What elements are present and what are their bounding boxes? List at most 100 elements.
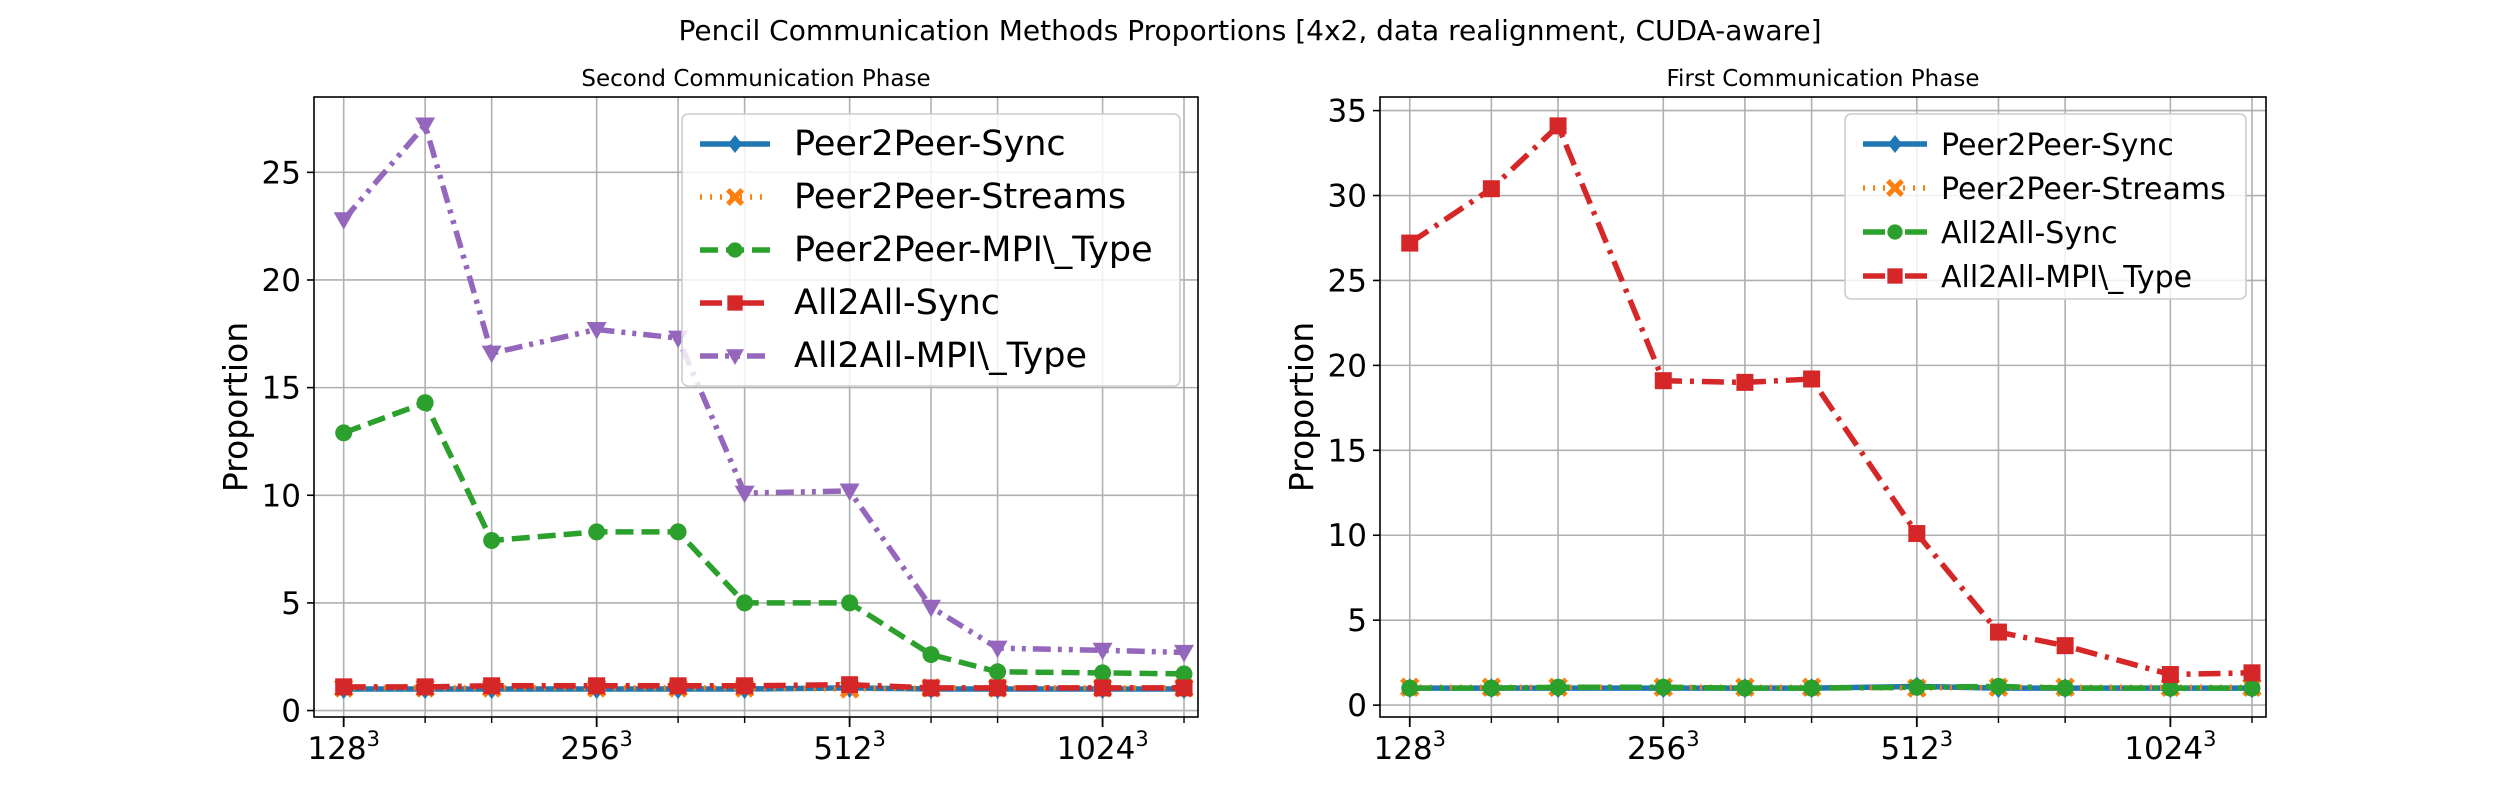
series-all2all-mpi-type-point [1803,370,1821,388]
series-all2all-mpi-type-point [1174,644,1195,663]
series-peer2peer-mpi-type-point [1094,664,1112,682]
series-peer2peer-mpi-type-point [588,523,606,541]
y-tick-label: 30 [1328,179,1367,215]
legend-box [681,113,1181,387]
legend-peer2peer-sync-point [1887,135,1903,153]
y-tick-label: 5 [1347,603,1367,639]
series-all2all-mpi-type-point [1736,373,1754,391]
y-tick-label: 15 [262,371,301,407]
series-all2all-mpi-type [333,117,1195,663]
series-all2all-sync-line [343,681,1184,691]
panel-title: Second Communication Phase [581,66,930,92]
legend: Peer2Peer-Sync Peer2Peer-Streams All2All-S… [1844,113,2247,300]
series-all2all-sync-point [2056,679,2074,697]
series-all2all-mpi-type-point [415,117,436,135]
series-peer2peer-mpi-type-point [483,531,501,549]
legend-item-peer2peer-sync: Peer2Peer-Sync [700,124,1066,164]
y-axis-label: Proportion [1282,322,1321,492]
x-axis: 1283 2563 5123 10243 [1373,717,2253,767]
series-peer2peer-mpi-type-point [416,394,434,412]
series-all2all-sync-point [1989,677,2007,695]
series-all2all-sync-point [483,677,501,695]
legend-peer2peer-streams-point [1886,179,1904,197]
y-tick-label: 0 [1347,688,1367,724]
series-peer2peer-mpi-type-point [922,646,940,664]
legend-label: All2All-MPI\_Type [1941,260,2192,295]
series-all2all-sync-point [1803,679,1821,697]
legend-box [1844,113,2247,300]
legend-item-all2all-mpi-type: All2All-MPI\_Type [700,336,1087,376]
series-peer2peer-mpi-type [335,394,1193,683]
x-tick-label: 10243 [2124,727,2216,767]
series-all2all-sync-point [1736,679,1754,697]
figure-title: Pencil Communication Methods Proportions… [678,14,1821,47]
legend-label: Peer2Peer-Sync [794,124,1066,164]
series-all2all-sync-line [1409,683,2252,691]
series-all2all-sync-point [1908,678,1926,696]
legend-label: All2All-MPI\_Type [794,336,1087,376]
y-tick-label: 25 [262,155,301,191]
chart-first-communication-phase: First Communication Phase 0 5 10 15 20 25 30 35 1… [1282,66,2267,767]
series-all2all-mpi-type [1401,117,2261,684]
series-peer2peer-mpi-type-point [335,424,353,442]
series-all2all-sync [335,676,1193,697]
series-all2all-sync-point [1175,679,1193,697]
series-all2all-mpi-type-point [921,599,942,618]
x-tick-label: 5123 [813,727,886,767]
x-tick-label: 1283 [307,727,380,767]
series-all2all-sync-point [989,679,1007,697]
y-tick-label: 20 [262,263,301,299]
y-tick-label: 10 [1328,518,1367,554]
legend-all2all-sync-point [1887,224,1903,240]
legend-peer2peer-mpi-type-point [727,242,743,258]
series-all2all-mpi-type-point [2056,637,2074,655]
axes-frame [313,96,1199,718]
y-axis: 0 5 10 15 20 25 30 35 [1328,94,1380,724]
series-all2all-mpi-type-line [1408,123,2253,678]
legend-item-all2all-sync: All2All-Sync [700,283,1000,323]
y-tick-label: 5 [281,586,301,622]
chart-second-communication-phase: Second Communication Phase 0 5 10 15 20 25 1283… [216,66,1199,767]
panel-title: First Communication Phase [1667,66,1980,92]
series-all2all-sync-point [1482,679,1500,697]
series-all2all-mpi-type-point [1654,372,1672,390]
series-all2all-mpi-type-point [2243,664,2261,682]
series-all2all-mpi-type-point [734,485,755,504]
series-all2all-sync-point [736,677,754,695]
legend-label: Peer2Peer-MPI\_Type [794,230,1153,270]
series-all2all-mpi-type-point [586,322,607,340]
legend-item-peer2peer-streams: Peer2Peer-Streams [700,177,1126,217]
legend: Peer2Peer-Sync Peer2Peer-Streams Peer2Peer… [681,113,1181,387]
series-all2all-mpi-type-point [2161,666,2179,684]
series-all2all-mpi-type-point [987,640,1008,659]
y-tick-label: 0 [281,694,301,730]
series-peer2peer-mpi-type-point [669,523,687,541]
y-tick-label: 35 [1328,94,1367,130]
y-tick-label: 20 [1328,348,1367,384]
x-tick-label: 1283 [1373,727,1446,767]
axes-frame [1379,96,2267,718]
series-all2all-mpi-type-point [839,483,860,501]
series-peer2peer-mpi-type-point [841,594,859,612]
y-tick-label: 10 [262,478,301,514]
series-all2all-mpi-type-point [1482,180,1500,198]
series-all2all-sync-point [1549,678,1567,696]
legend-item-all2all-sync: All2All-Sync [1863,216,2118,251]
series-all2all-sync-point [669,677,687,695]
series-all2all-mpi-type-point [481,345,502,364]
series-all2all-mpi-type-point [1908,525,1926,543]
series-peer2peer-mpi-type-line [342,399,1185,677]
legend-item-all2all-mpi-type: All2All-MPI\_Type [1863,260,2192,295]
legend-label: All2All-Sync [1941,216,2118,251]
y-tick-label: 25 [1328,263,1367,299]
legend-all2all-sync-point [727,295,743,311]
series-peer2peer-mpi-type-point [736,594,754,612]
x-tick-label: 5123 [1881,727,1954,767]
series-all2all-sync-point [2243,679,2261,697]
series-all2all-sync-point [588,677,606,695]
series-all2all-mpi-type-point [1401,234,1419,252]
legend-item-peer2peer-mpi-type: Peer2Peer-MPI\_Type [700,230,1153,270]
y-axis-label: Proportion [216,322,255,492]
series-all2all-mpi-type-point [1989,623,2007,641]
